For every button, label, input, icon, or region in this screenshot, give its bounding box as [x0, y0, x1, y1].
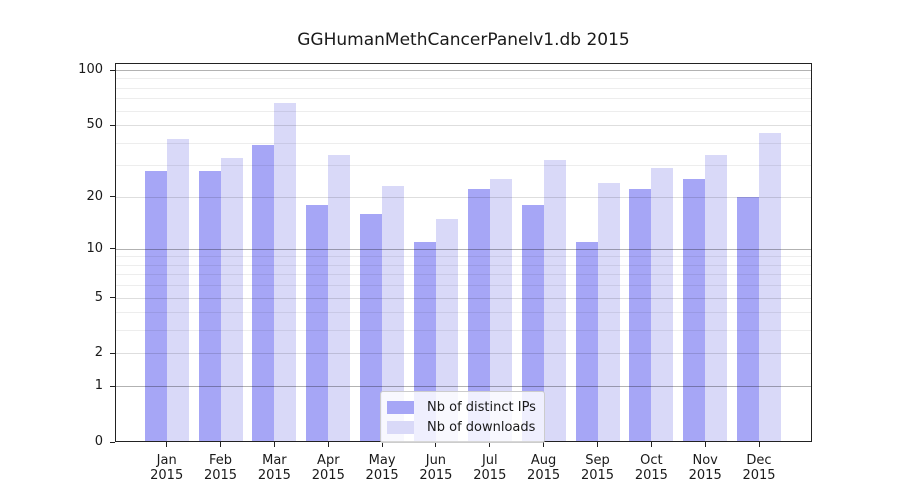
- bar-nov-downloads: [705, 155, 728, 442]
- gridline-minor: [116, 142, 811, 144]
- x-tick-apr: [327, 442, 329, 447]
- y-tick-label-5: 5: [94, 289, 103, 305]
- x-tick-feb: [220, 442, 221, 447]
- gridline-minor: [116, 312, 811, 314]
- gridline-minor: [116, 110, 811, 112]
- x-tick-aug: [543, 442, 545, 447]
- legend-item-downloads: Nb of downloads: [387, 417, 536, 437]
- x-tick-label-jan: Jan 2015: [150, 453, 184, 483]
- y-tick-50: [110, 124, 115, 126]
- gridline-50: [116, 125, 811, 127]
- bar-mar-downloads: [274, 103, 297, 442]
- gridline-5: [116, 297, 811, 299]
- bar-aug-downloads: [543, 160, 566, 442]
- y-tick-label-20: 20: [86, 188, 103, 204]
- y-tick-label-2: 2: [94, 345, 103, 361]
- y-tick-label-50: 50: [86, 117, 103, 133]
- gridline-minor: [116, 285, 811, 287]
- bar-jan-downloads: [166, 138, 189, 442]
- x-tick-mar: [273, 442, 275, 447]
- bar-sep-ips: [575, 241, 598, 442]
- x-tick-label-aug: Aug 2015: [527, 453, 561, 483]
- bar-feb-downloads: [220, 157, 243, 442]
- gridline-minor: [116, 256, 811, 258]
- x-tick-label-nov: Nov 2015: [688, 453, 722, 483]
- y-tick-2: [110, 352, 115, 354]
- gridline-minor: [116, 78, 811, 80]
- gridline-minor: [116, 165, 811, 167]
- x-tick-dec: [758, 442, 760, 447]
- y-tick-label-0: 0: [94, 434, 103, 449]
- gridline-1: [116, 386, 811, 388]
- x-tick-label-apr: Apr 2015: [311, 453, 345, 483]
- legend-label-downloads: Nb of downloads: [427, 419, 536, 435]
- gridline-2: [116, 353, 811, 355]
- bar-mar-ips: [252, 144, 275, 442]
- bar-aug-ips: [521, 204, 544, 442]
- bar-jul-downloads: [489, 179, 512, 442]
- bar-nov-ips: [683, 179, 706, 442]
- x-tick-sep: [597, 442, 598, 447]
- gridline-minor: [116, 330, 811, 332]
- y-tick-20: [110, 196, 115, 198]
- bar-apr-downloads: [328, 155, 351, 442]
- bar-may-ips: [360, 213, 383, 442]
- x-tick-label-dec: Dec 2015: [742, 453, 776, 483]
- bar-sep-downloads: [597, 182, 620, 442]
- bar-jan-ips: [144, 170, 167, 442]
- gridline-minor: [116, 274, 811, 276]
- legend-swatch-downloads: [387, 420, 414, 434]
- legend: Nb of distinct IPs Nb of downloads: [380, 391, 545, 443]
- bar-jun-downloads: [435, 218, 458, 442]
- gridline-100: [116, 70, 811, 71]
- gridline-minor: [116, 87, 811, 89]
- gridline-minor: [116, 264, 811, 266]
- x-tick-label-may: May 2015: [365, 453, 399, 483]
- x-tick-label-feb: Feb 2015: [203, 453, 238, 483]
- x-tick-jan: [166, 442, 168, 447]
- x-tick-label-oct: Oct 2015: [634, 453, 668, 483]
- x-tick-jul: [489, 442, 491, 447]
- x-tick-label-jul: Jul 2015: [473, 453, 507, 483]
- legend-swatch-ips: [387, 400, 414, 414]
- bar-jul-ips: [467, 189, 490, 442]
- chart-title: GGHumanMethCancerPanelv1.db 2015: [297, 30, 630, 50]
- legend-label-ips: Nb of distinct IPs: [427, 399, 536, 415]
- x-tick-nov: [704, 442, 706, 447]
- y-tick-10: [110, 248, 115, 250]
- gridline-20: [116, 196, 811, 198]
- x-tick-may: [381, 442, 383, 447]
- y-tick-label-100: 100: [78, 62, 103, 77]
- legend-item-ips: Nb of distinct IPs: [387, 397, 536, 417]
- bar-apr-ips: [306, 204, 329, 442]
- bar-oct-downloads: [651, 167, 674, 442]
- x-tick-oct: [650, 442, 652, 447]
- x-tick-label-jun: Jun 2015: [419, 453, 453, 483]
- x-tick-label-mar: Mar 2015: [257, 453, 291, 483]
- y-tick-label-10: 10: [86, 240, 103, 256]
- gridline-10: [116, 248, 811, 250]
- bar-dec-downloads: [759, 133, 781, 442]
- x-tick-jun: [435, 442, 437, 447]
- y-tick-100: [110, 69, 115, 71]
- y-tick-label-1: 1: [94, 378, 103, 394]
- bar-feb-ips: [198, 170, 221, 442]
- y-tick-0: [110, 441, 115, 443]
- bar-may-downloads: [382, 185, 405, 442]
- gridline-minor: [116, 98, 811, 100]
- bar-oct-ips: [629, 189, 652, 442]
- y-tick-5: [110, 297, 115, 299]
- x-tick-label-sep: Sep 2015: [580, 453, 615, 483]
- y-tick-1: [110, 385, 115, 387]
- bar-dec-ips: [737, 196, 759, 442]
